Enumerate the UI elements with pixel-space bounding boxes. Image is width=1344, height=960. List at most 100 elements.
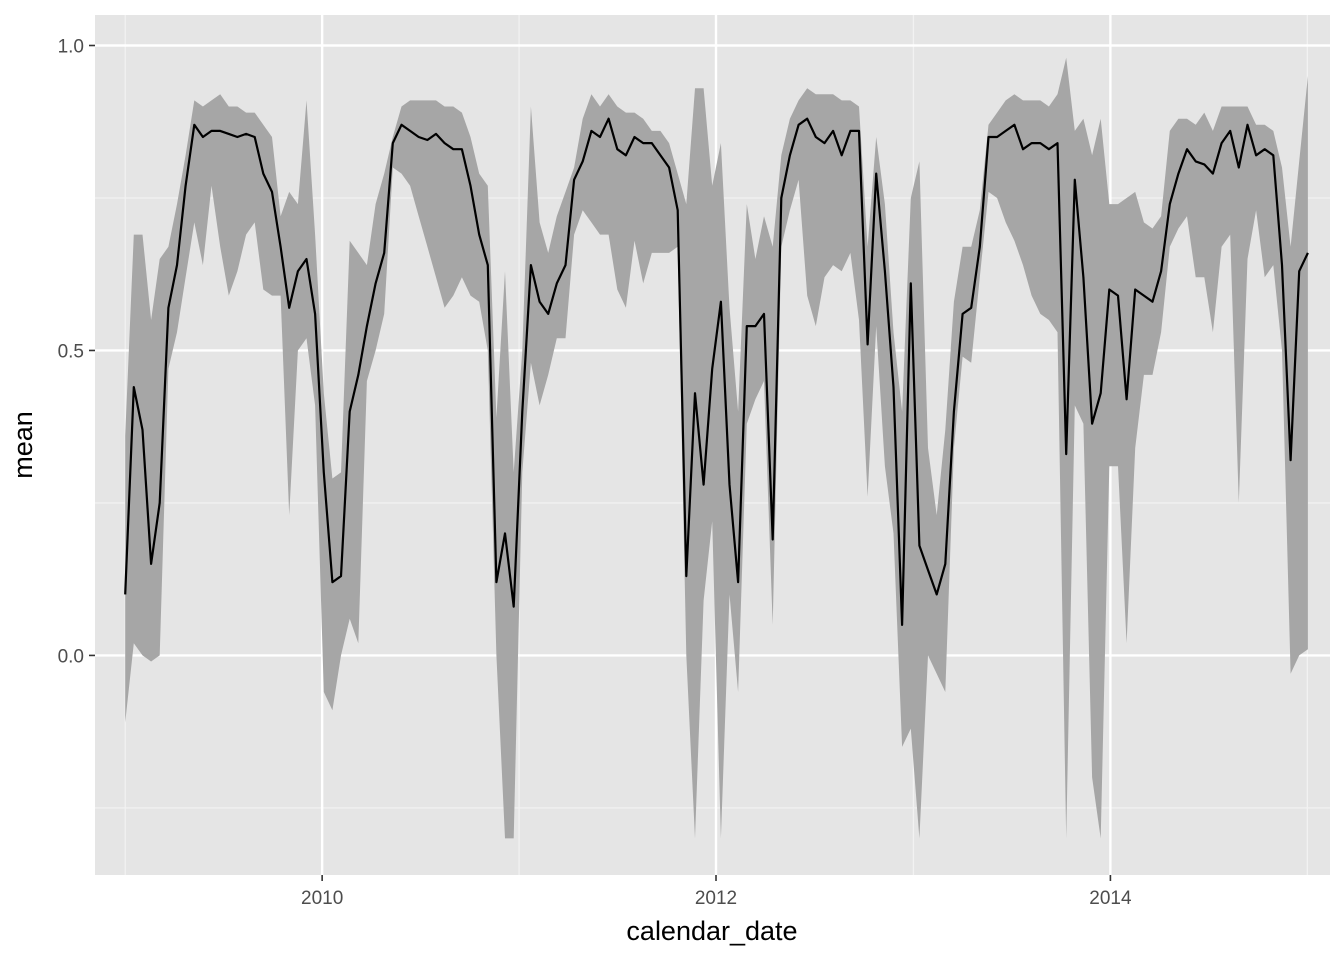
data-point <box>279 245 282 248</box>
data-point <box>184 184 187 187</box>
data-point <box>952 410 955 413</box>
data-point <box>150 562 153 565</box>
data-point <box>1160 270 1163 273</box>
y-axis-title: mean <box>8 411 38 479</box>
data-point <box>581 160 584 163</box>
data-point <box>521 410 524 413</box>
data-point <box>633 136 636 139</box>
data-point <box>348 410 351 413</box>
data-point <box>547 312 550 315</box>
data-point <box>1255 154 1258 157</box>
data-point <box>780 197 783 200</box>
y-tick-label: 1.0 <box>58 36 84 57</box>
data-point <box>987 136 990 139</box>
data-point <box>694 392 697 395</box>
data-point <box>132 386 135 389</box>
data-point <box>970 306 973 309</box>
data-point <box>961 312 964 315</box>
data-point <box>1030 142 1033 145</box>
data-point <box>1281 264 1284 267</box>
data-point <box>426 139 429 142</box>
confidence-ribbon <box>125 57 1308 839</box>
y-tick-label: 0.0 <box>58 646 84 667</box>
data-point <box>201 136 204 139</box>
data-point <box>176 264 179 267</box>
data-point <box>1263 148 1266 151</box>
data-point <box>814 136 817 139</box>
data-point <box>400 123 403 126</box>
data-point <box>642 142 645 145</box>
data-point <box>504 532 507 535</box>
data-point <box>668 166 671 169</box>
data-point <box>607 117 610 120</box>
data-point <box>529 264 532 267</box>
data-point <box>875 172 878 175</box>
data-point <box>1168 203 1171 206</box>
data-point <box>365 325 368 328</box>
data-point <box>253 136 256 139</box>
data-point <box>374 282 377 285</box>
data-point <box>460 148 463 151</box>
data-point <box>659 154 662 157</box>
data-point <box>1289 459 1292 462</box>
data-point <box>1004 129 1007 132</box>
data-point <box>158 501 161 504</box>
data-point <box>236 136 239 139</box>
data-point <box>797 123 800 126</box>
data-point <box>1082 276 1085 279</box>
data-point <box>823 142 826 145</box>
data-point <box>1125 398 1128 401</box>
data-point <box>737 581 740 584</box>
data-point <box>1065 453 1068 456</box>
data-point <box>1013 123 1016 126</box>
y-tick-label: 0.5 <box>58 341 84 362</box>
data-point <box>702 483 705 486</box>
data-point <box>409 129 412 132</box>
data-point <box>599 136 602 139</box>
x-axis: 2010 2012 2014 <box>301 875 1132 909</box>
x-tick-label: 2010 <box>301 888 343 909</box>
data-point <box>391 142 394 145</box>
data-point <box>866 343 869 346</box>
data-point <box>1047 148 1050 151</box>
data-point <box>901 623 904 626</box>
data-point <box>806 117 809 120</box>
data-point <box>245 132 248 135</box>
data-point <box>322 471 325 474</box>
data-point <box>478 233 481 236</box>
data-point <box>590 129 593 132</box>
data-point <box>840 154 843 157</box>
data-point <box>262 172 265 175</box>
data-point <box>555 282 558 285</box>
data-point <box>383 251 386 254</box>
data-point <box>719 300 722 303</box>
data-point <box>909 282 912 285</box>
data-point <box>858 129 861 132</box>
data-point <box>435 132 438 135</box>
data-point <box>495 581 498 584</box>
data-point <box>167 306 170 309</box>
data-point <box>1211 172 1214 175</box>
data-point <box>771 538 774 541</box>
data-point <box>728 483 731 486</box>
data-point <box>141 428 144 431</box>
data-point <box>124 593 127 596</box>
mean-line <box>124 117 1309 626</box>
data-point <box>616 148 619 151</box>
data-point <box>849 129 852 132</box>
data-point <box>1186 148 1189 151</box>
data-point <box>486 264 489 267</box>
data-point <box>1073 178 1076 181</box>
data-point <box>927 569 930 572</box>
x-tick-label: 2012 <box>695 888 737 909</box>
data-point <box>1237 166 1240 169</box>
data-point <box>1134 288 1137 291</box>
data-point <box>1306 251 1309 254</box>
data-point <box>883 270 886 273</box>
data-point <box>676 209 679 212</box>
data-point <box>944 562 947 565</box>
data-point <box>650 142 653 145</box>
x-tick-label: 2014 <box>1089 888 1132 909</box>
data-point <box>1177 172 1180 175</box>
